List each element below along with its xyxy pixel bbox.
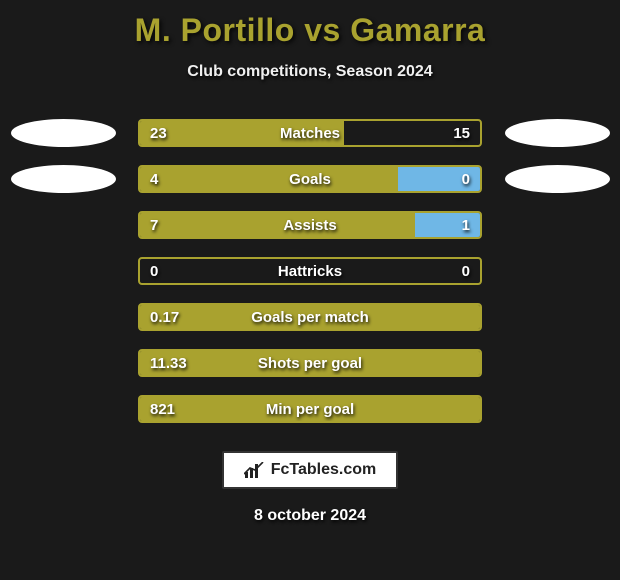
stat-label: Shots per goal <box>140 355 480 372</box>
date: 8 october 2024 <box>254 507 366 525</box>
player-ellipse <box>505 119 610 147</box>
stat-label: Goals <box>140 171 480 188</box>
stat-right-value: 15 <box>453 125 470 142</box>
comparison-card: M. Portillo vs Gamarra Club competitions… <box>0 0 620 580</box>
subtitle: Club competitions, Season 2024 <box>187 63 432 81</box>
stat-row: 4Goals0 <box>138 165 482 193</box>
stat-row: 0Hattricks0 <box>138 257 482 285</box>
source-badge-text: FcTables.com <box>271 461 377 479</box>
stat-label: Matches <box>140 125 480 142</box>
source-badge: FcTables.com <box>222 451 399 489</box>
stat-right-value: 0 <box>462 171 470 188</box>
player-ellipse <box>505 165 610 193</box>
stat-row: 7Assists1 <box>138 211 482 239</box>
stat-row: 23Matches15 <box>138 119 482 147</box>
stat-row: 0.17Goals per match <box>138 303 482 331</box>
stat-label: Goals per match <box>140 309 480 326</box>
stat-label: Min per goal <box>140 401 480 418</box>
stats-section: 23Matches154Goals07Assists10Hattricks00.… <box>0 119 620 423</box>
stat-label: Hattricks <box>140 263 480 280</box>
page-title: M. Portillo vs Gamarra <box>135 12 486 49</box>
stat-row: 11.33Shots per goal <box>138 349 482 377</box>
player-ellipse <box>11 165 116 193</box>
title-player2: Gamarra <box>350 12 485 48</box>
player-ellipse <box>11 119 116 147</box>
stat-right-value: 0 <box>462 263 470 280</box>
stat-label: Assists <box>140 217 480 234</box>
title-vs: vs <box>304 12 341 48</box>
stat-right-value: 1 <box>462 217 470 234</box>
bar-chart-icon <box>244 462 264 478</box>
title-player1: M. Portillo <box>135 12 295 48</box>
stat-row: 821Min per goal <box>138 395 482 423</box>
